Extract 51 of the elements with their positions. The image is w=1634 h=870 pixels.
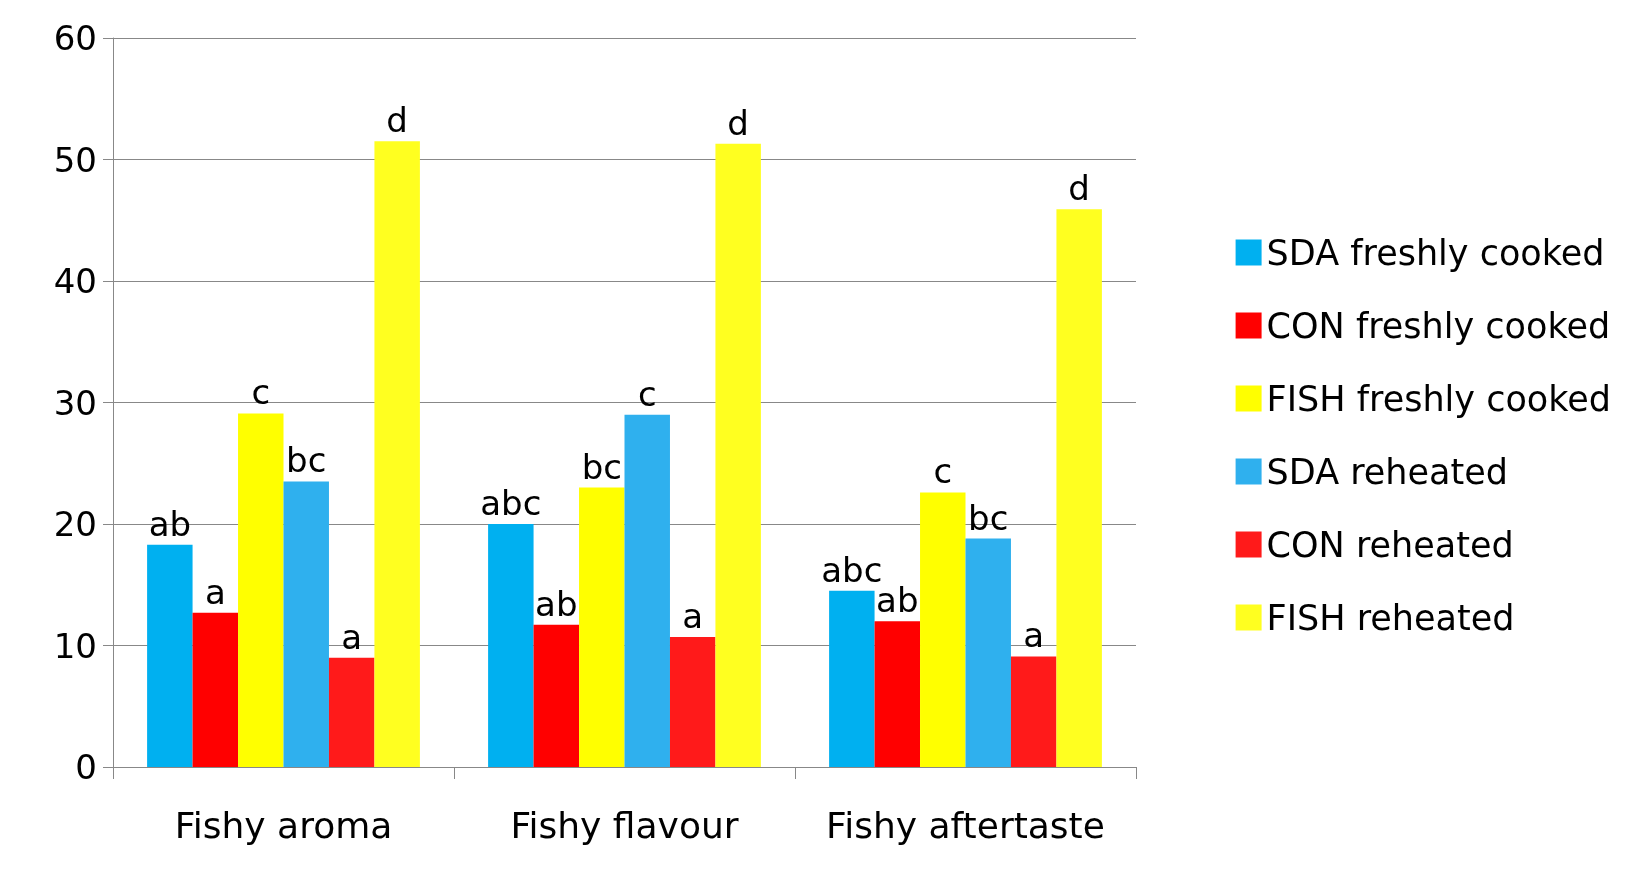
data-label: d xyxy=(1068,168,1090,209)
data-label: a xyxy=(682,595,704,636)
bar xyxy=(488,524,534,767)
legend-label: FISH reheated xyxy=(1266,597,1515,638)
bar xyxy=(238,413,284,767)
y-tick-label: 30 xyxy=(53,382,97,423)
legend-label: SDA reheated xyxy=(1266,451,1509,492)
data-label: d xyxy=(727,102,749,143)
data-label: c xyxy=(251,372,271,413)
bar xyxy=(374,141,420,767)
y-tick-label: 40 xyxy=(53,261,97,301)
bar xyxy=(328,657,375,767)
x-tick-label: Fishy aftertaste xyxy=(826,804,1105,846)
y-tick-label: 50 xyxy=(53,139,97,180)
y-tick-label: 0 xyxy=(75,747,97,787)
data-label: a xyxy=(341,616,363,657)
bar xyxy=(1056,209,1102,767)
data-label: d xyxy=(386,100,408,141)
legend-label: CON freshly cooked xyxy=(1266,305,1611,346)
data-label: ab xyxy=(535,583,578,624)
data-label: bc xyxy=(968,497,1009,538)
y-tick-label: 10 xyxy=(53,625,97,666)
data-label: abc xyxy=(480,483,542,523)
data-label: ab xyxy=(148,503,192,544)
bar xyxy=(192,612,239,767)
bar xyxy=(579,487,625,767)
y-tick-label: 60 xyxy=(53,18,97,58)
data-label: c xyxy=(933,451,953,492)
bar xyxy=(965,538,1011,767)
bar xyxy=(874,621,921,767)
data-label: bc xyxy=(286,440,327,481)
bar xyxy=(283,481,329,767)
x-tick-label: Fishy flavour xyxy=(510,804,739,846)
x-tick-label: Fishy aroma xyxy=(174,804,393,846)
bar xyxy=(624,414,670,767)
data-label: a xyxy=(1023,615,1045,656)
bar xyxy=(1010,656,1057,767)
bar xyxy=(829,590,875,767)
legend-label: CON reheated xyxy=(1266,524,1514,565)
bar xyxy=(920,492,966,767)
data-label: c xyxy=(637,373,657,414)
bar xyxy=(533,624,580,767)
data-label: a xyxy=(204,571,226,612)
bar xyxy=(715,143,761,767)
bar xyxy=(147,544,193,767)
data-label: bc xyxy=(581,446,622,487)
y-tick-label: 20 xyxy=(53,504,97,544)
legend-label: SDA freshly cooked xyxy=(1266,232,1605,273)
bar xyxy=(669,637,716,767)
legend-label: FISH freshly cooked xyxy=(1266,378,1612,419)
data-label: abc xyxy=(821,549,883,590)
